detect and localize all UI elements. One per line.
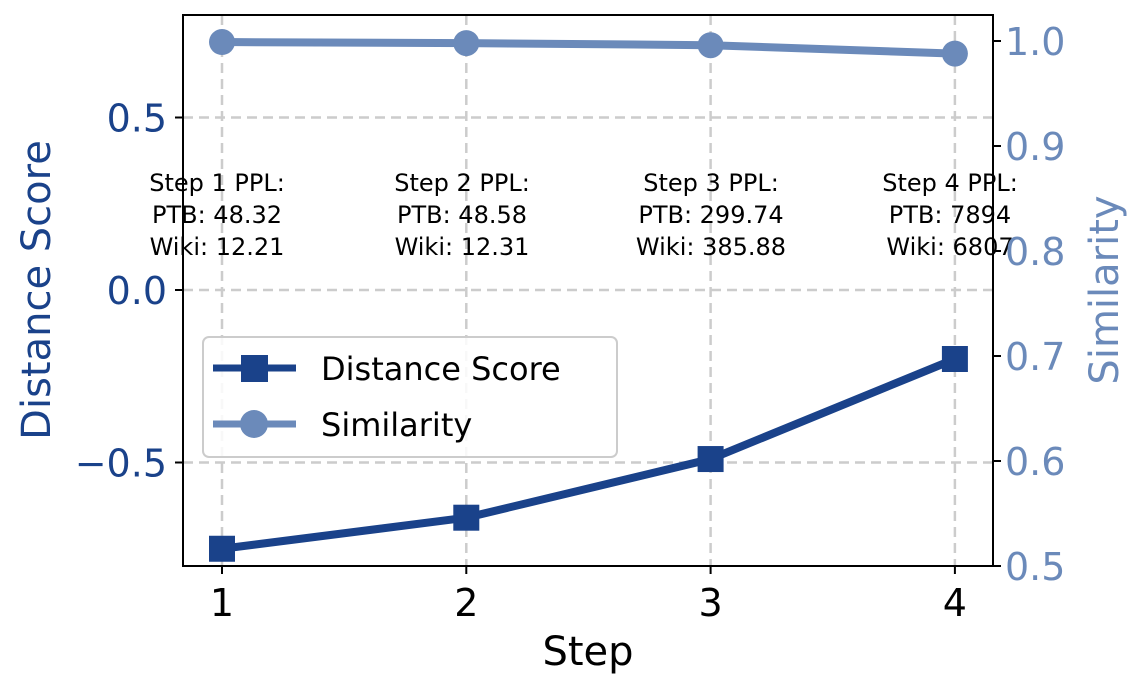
legend: Distance Score Similarity [202, 336, 618, 458]
x-axis-label: Step [542, 629, 633, 675]
right-y-axis-label: Similarity [1082, 195, 1128, 384]
left-y-tick-label: 0.5 [107, 97, 167, 141]
legend-square-marker-icon [241, 355, 268, 382]
series-line-distance-score [221, 355, 957, 553]
x-tick-label: 4 [943, 581, 967, 625]
square-marker-icon [941, 346, 968, 372]
left-y-tick-label: 0.0 [107, 269, 167, 313]
circle-marker-icon [941, 40, 968, 67]
series-line-similarity [221, 38, 956, 58]
circle-marker-icon [209, 29, 235, 56]
left-y-tick-label: −0.5 [75, 442, 167, 486]
circle-marker-icon [697, 32, 724, 59]
gridlines [183, 15, 993, 566]
legend-label-similarity: Similarity [321, 406, 472, 444]
ppl-annotations: Step 1 PPL: PTB: 48.32 Wiki: 12.21 Step 2 P… [149, 169, 1018, 261]
x-tick-label: 1 [210, 581, 234, 625]
right-y-tick-label: 0.7 [1005, 335, 1065, 379]
right-y-tick-label: 0.5 [1005, 545, 1065, 589]
ppl-annotation-step-2: Step 2 PPL: PTB: 48.58 Wiki: 12.31 [394, 169, 530, 261]
legend-label-distance: Distance Score [321, 350, 561, 388]
right-y-tick-label: 0.9 [1005, 125, 1065, 169]
circle-marker-icon [453, 30, 480, 57]
right-y-tick-label: 1.0 [1005, 20, 1065, 64]
x-tick-label: 3 [699, 581, 723, 625]
square-marker-icon [453, 504, 480, 531]
legend-circle-marker-icon [240, 410, 268, 438]
ppl-annotation-step-4: Step 4 PPL: PTB: 7894 Wiki: 6807 [882, 169, 1018, 261]
ppl-annotation-step-1: Step 1 PPL: PTB: 48.32 Wiki: 12.21 [149, 169, 285, 261]
right-y-tick-label: 0.8 [1005, 230, 1065, 274]
axis-ticks: 1 2 3 4 0.5 0.0 −0.5 1.0 0.9 0.8 0.7 0.6 0.5 [75, 20, 1066, 625]
ppl-annotation-step-3: Step 3 PPL: PTB: 299.74 Wiki: 385.88 [636, 169, 786, 261]
x-tick-label: 2 [454, 581, 478, 625]
right-y-tick-label: 0.6 [1005, 440, 1065, 484]
left-y-axis-label: Distance Score [14, 140, 60, 440]
series-lines [209, 29, 968, 562]
square-marker-icon [209, 535, 235, 562]
square-marker-icon [697, 446, 724, 473]
